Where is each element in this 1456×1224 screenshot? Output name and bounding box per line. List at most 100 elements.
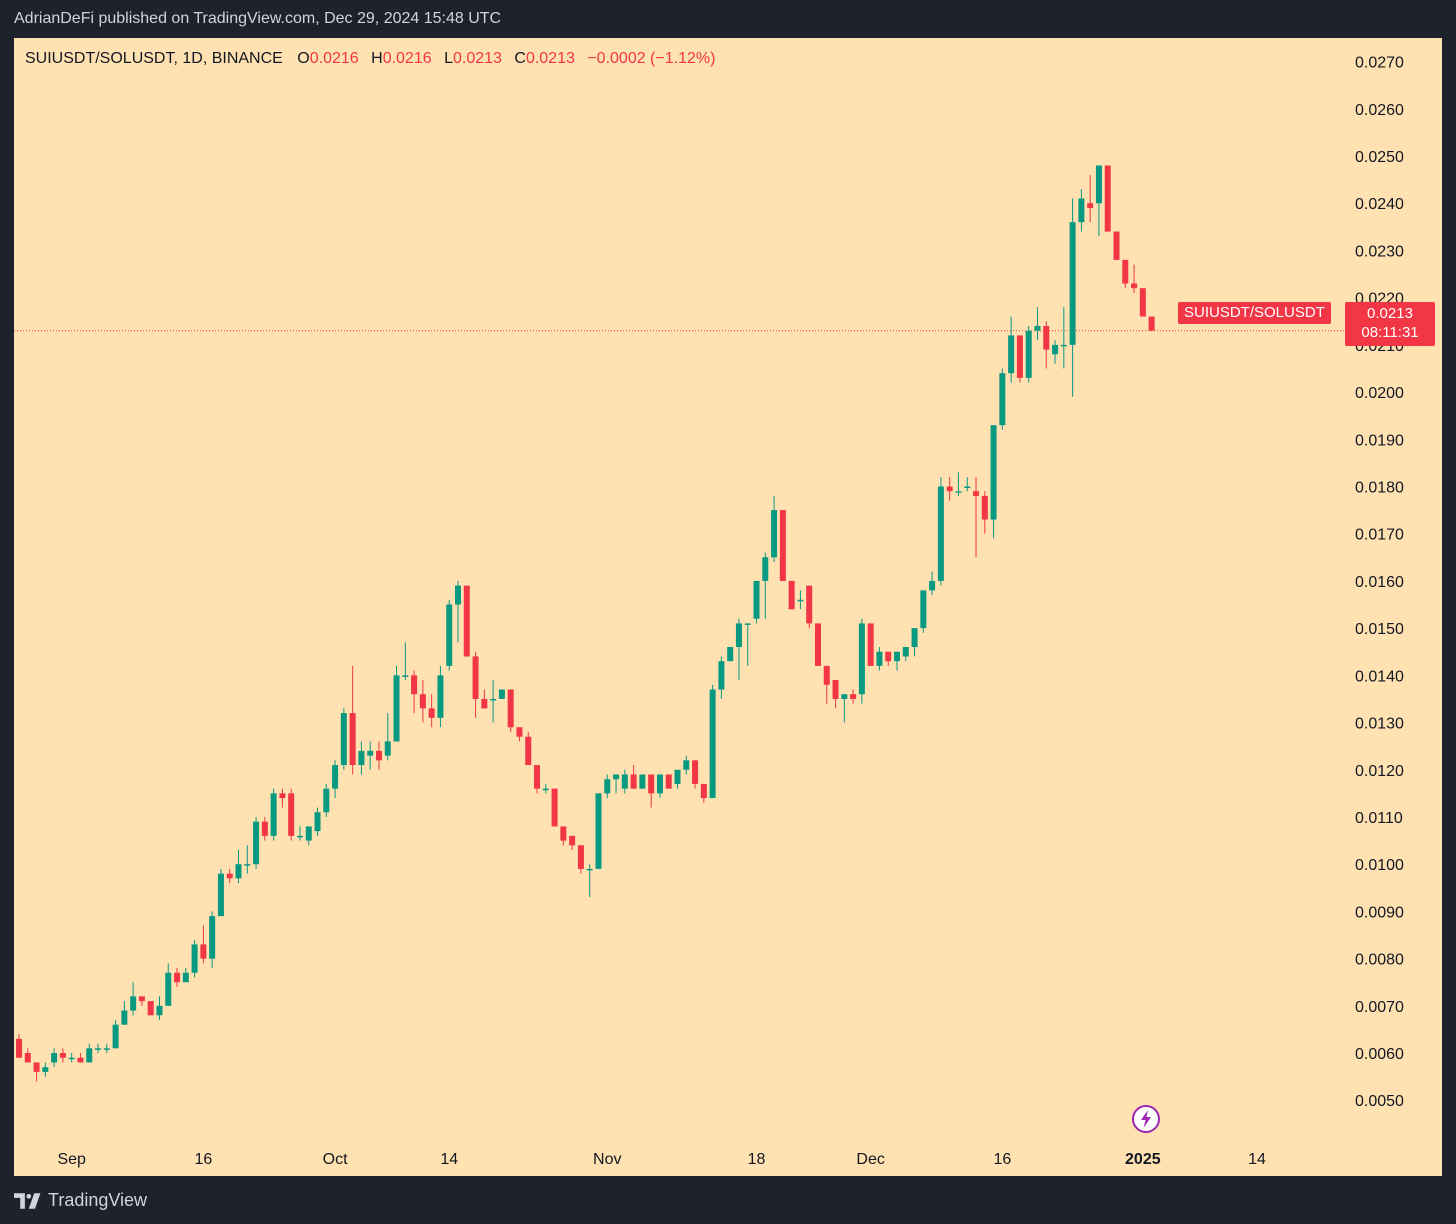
candle-body-up: [402, 675, 409, 677]
candle-body-up: [604, 779, 611, 794]
x-tick-label: Sep: [57, 1151, 86, 1168]
candle-body-up: [314, 812, 321, 832]
close-label: C: [514, 50, 526, 67]
candle-body-down: [885, 651, 892, 662]
x-tick-label: 2025: [1125, 1151, 1161, 1168]
candle-body-down: [569, 835, 576, 846]
x-tick-label: Dec: [856, 1151, 884, 1168]
candle-body-up: [130, 996, 137, 1011]
candle-body-down: [577, 845, 584, 869]
candle-body-up: [244, 864, 251, 866]
y-tick-label: 0.0120: [1355, 763, 1404, 780]
published-info: AdrianDeFi published on TradingView.com,…: [14, 10, 502, 27]
candle-body-down: [349, 713, 356, 766]
high-value: 0.0216: [382, 50, 432, 67]
candle-body-up: [876, 651, 883, 666]
candle-body-up: [902, 647, 909, 657]
y-tick-label: 0.0050: [1355, 1093, 1404, 1110]
candle-body-down: [419, 694, 426, 709]
last-price-label: 0.0213 08:11:31: [1345, 302, 1435, 346]
candle-body-up: [595, 793, 602, 869]
y-tick-label: 0.0250: [1355, 149, 1404, 166]
candle-body-down: [779, 510, 786, 581]
candle-body-down: [138, 996, 145, 1002]
candle-body-up: [955, 491, 962, 493]
close-value: 0.0213: [525, 50, 575, 67]
candle-body-down: [472, 656, 479, 699]
candle-body-down: [1131, 283, 1138, 289]
y-tick-label: 0.0230: [1355, 243, 1404, 260]
candle-body-up: [455, 585, 461, 605]
change-value: −0.0002 (−1.12%): [587, 50, 716, 67]
chart-frame[interactable]: 0.0050 0.0060 0.0070 0.0080 0.0090 0.0100 0.01…: [14, 38, 1442, 1176]
candle-body-up: [498, 689, 505, 699]
y-tick-label: 0.0170: [1355, 527, 1404, 544]
y-tick-label: 0.0240: [1355, 196, 1404, 213]
y-tick-label: 0.0150: [1355, 621, 1404, 638]
candle-body-up: [621, 774, 628, 789]
y-tick-label: 0.0200: [1355, 385, 1404, 402]
y-tick-label: 0.0060: [1355, 1046, 1404, 1063]
candle-body-up: [490, 698, 497, 701]
candle-body-up: [586, 868, 593, 871]
candle-body-up: [103, 1048, 110, 1050]
candle-body-up: [384, 741, 391, 756]
candle-body-up: [911, 628, 918, 648]
symbol-price-tag: SUIUSDT/SOLUSDT: [1178, 302, 1331, 324]
candle-body-down: [823, 665, 830, 685]
candle-body-up: [217, 873, 224, 917]
candle-body-up: [542, 788, 549, 791]
x-tick-label: 18: [748, 1151, 766, 1168]
candle-body-up: [332, 765, 339, 789]
candle-body-up: [718, 661, 725, 690]
candle-body-down: [946, 486, 953, 492]
candle-body-up: [744, 623, 751, 625]
x-tick-label: Nov: [593, 1151, 621, 1168]
candle-body-up: [305, 826, 312, 841]
candle-body-up: [323, 788, 330, 813]
candle-body-up: [340, 713, 347, 766]
candle-body-up: [112, 1024, 119, 1049]
candle-body-up: [1095, 165, 1102, 204]
candle-body-down: [261, 821, 268, 836]
footer: TradingView: [0, 1176, 1456, 1224]
x-tick-label: Oct: [323, 1151, 348, 1168]
top-bar: AdrianDeFi published on TradingView.com,…: [0, 0, 1456, 38]
candle-body-down: [1016, 335, 1023, 378]
lightning-bolt-icon[interactable]: [1131, 1104, 1161, 1134]
candle-body-down: [463, 585, 470, 657]
candle-body-up: [735, 623, 742, 648]
candle-body-up: [920, 590, 927, 629]
candle-body-down: [33, 1062, 40, 1072]
candle-body-up: [1034, 325, 1041, 331]
x-tick-label: 16: [194, 1151, 212, 1168]
candle-body-up: [235, 864, 242, 879]
candle-body-up: [51, 1053, 58, 1063]
y-tick-label: 0.0110: [1355, 810, 1403, 827]
candle-body-up: [797, 599, 804, 602]
candle-body-up: [762, 557, 769, 581]
candle-body-down: [1148, 316, 1155, 331]
candle-body-down: [77, 1057, 84, 1063]
y-tick-label: 0.0100: [1355, 857, 1404, 874]
candle-body-down: [16, 1038, 22, 1058]
candle-body-up: [1008, 335, 1015, 374]
candle-body-down: [1122, 259, 1129, 284]
candle-body-down: [428, 708, 435, 718]
candle-body-down: [814, 623, 821, 666]
candle-body-down: [516, 727, 523, 737]
candle-body-down: [174, 972, 181, 983]
open-value: 0.0216: [309, 50, 359, 67]
tradingview-brand[interactable]: TradingView: [14, 1190, 147, 1211]
candle-body-up: [393, 675, 400, 742]
x-tick-label: 14: [440, 1151, 458, 1168]
candle-body-up: [841, 694, 848, 699]
candle-body-down: [288, 793, 295, 836]
candlestick-chart[interactable]: 0.0050 0.0060 0.0070 0.0080 0.0090 0.0100 0.01…: [14, 38, 1442, 1176]
y-tick-label: 0.0080: [1355, 952, 1404, 969]
candle-body-down: [1043, 325, 1050, 350]
candle-body-up: [929, 580, 936, 591]
candle-body-down: [867, 623, 874, 666]
candle-body-down: [507, 689, 514, 728]
candle-body-up: [270, 793, 277, 836]
